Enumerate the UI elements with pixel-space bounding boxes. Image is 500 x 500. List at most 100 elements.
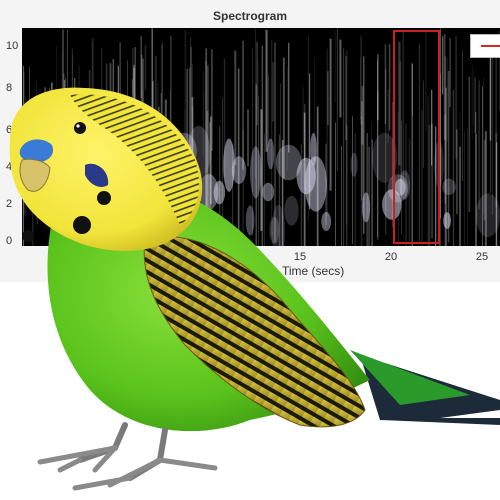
spectrogram-streak — [360, 101, 363, 201]
spectrogram-streak — [247, 109, 249, 167]
spectrogram-energy-blob — [296, 157, 316, 195]
cere — [19, 139, 54, 163]
spectrogram-streak — [377, 60, 378, 237]
y-tick-10: 10 — [6, 40, 19, 52]
spectrogram-energy-blob — [271, 204, 286, 246]
spectrogram-streak — [431, 123, 433, 239]
spectrogram-streak — [452, 89, 455, 246]
spectrogram-streak — [399, 61, 402, 206]
spectrogram-streak — [336, 28, 338, 172]
spectrogram-streak — [234, 50, 237, 166]
spectrogram-streak — [431, 89, 433, 166]
spectrogram-streak — [401, 120, 402, 234]
spectrogram-streak — [140, 36, 142, 99]
spectrogram-streak — [288, 42, 290, 153]
wing — [143, 236, 366, 428]
spectrogram-streak — [280, 83, 281, 152]
spectrogram-energy-blob — [475, 193, 500, 238]
spectrogram-streak — [258, 95, 259, 246]
spectrogram-streak — [377, 54, 379, 121]
spectrogram-streak — [282, 57, 285, 179]
spectrogram-streak — [425, 30, 427, 131]
spectrogram-streak — [475, 134, 477, 246]
x-tick-25: 25 — [475, 251, 489, 263]
spectrogram-energy-blob — [399, 170, 411, 200]
spectrogram-streak — [468, 76, 471, 213]
spectrogram-streak — [278, 134, 281, 246]
spectrogram-energy-blob — [267, 138, 275, 170]
spectrogram-streak — [223, 58, 226, 178]
spectrogram-streak — [287, 66, 288, 171]
spectrogram-streak — [462, 50, 463, 182]
y-tick-8: 8 — [6, 82, 13, 94]
spectrogram-streak — [274, 42, 276, 243]
spectrogram-streak — [265, 29, 268, 152]
spectrogram-streak — [377, 91, 379, 240]
y-tick-0: 0 — [6, 235, 13, 247]
spectrogram-energy-blob — [213, 180, 226, 205]
spectrogram-streak — [483, 78, 485, 215]
spectrogram-streak — [495, 132, 497, 246]
spectrogram-streak — [422, 80, 424, 168]
spectrogram-streak — [335, 122, 336, 246]
spectrogram-streak — [397, 112, 399, 246]
spectrogram-streak — [254, 28, 257, 179]
spectrogram-energy-blob — [442, 178, 456, 195]
spectrogram-streak — [445, 87, 447, 246]
x-tick-20: 20 — [384, 251, 398, 263]
spectrogram-streak — [302, 87, 304, 144]
y-tick-4: 4 — [6, 161, 13, 173]
spectrogram-energy-blob — [250, 146, 262, 199]
spectrogram-streak — [418, 44, 421, 243]
spectrogram-streak — [368, 146, 370, 246]
spectrogram-streak — [117, 65, 119, 110]
spectrogram-streak — [456, 129, 458, 215]
spectrogram-streak — [309, 101, 310, 166]
spectrogram-streak — [170, 35, 172, 188]
spectrogram-streak — [408, 138, 411, 246]
spectrogram-streak — [119, 42, 121, 138]
spectrogram-streak — [202, 71, 204, 156]
spectrogram-streak — [467, 128, 468, 246]
spectrogram-streak — [446, 57, 448, 142]
spectrogram-energy-blob — [321, 212, 332, 231]
spectrogram-streak — [300, 144, 303, 246]
spectrogram-energy-blob — [275, 144, 302, 181]
spectrogram-streak — [207, 65, 209, 246]
spectrogram-streak — [427, 96, 430, 246]
spectrogram-streak — [387, 89, 389, 143]
spectrogram-streak — [388, 44, 391, 131]
spectrogram-streak — [255, 84, 257, 246]
spectrogram-streak — [447, 70, 450, 243]
spectrogram-streak — [334, 30, 336, 103]
spectrogram-streak — [472, 70, 474, 125]
spectrogram-streak — [385, 69, 387, 235]
spectrogram-streak — [478, 80, 480, 209]
spectrogram-energy-blob — [387, 174, 409, 203]
spectrogram-streak — [260, 109, 263, 231]
spectrogram-streak — [144, 45, 147, 90]
spectrogram-streak — [352, 116, 353, 244]
spectrogram-streak — [219, 126, 221, 246]
spectrogram-streak — [314, 58, 315, 183]
spectrogram-title: Spectrogram — [212, 9, 288, 23]
spectrogram-energy-blob — [361, 192, 371, 223]
spectrogram-streak — [463, 131, 466, 246]
spectrogram-streak — [345, 56, 347, 141]
x-axis-label: Time (secs) — [282, 264, 345, 278]
spectrogram-streak — [443, 34, 446, 140]
spectrogram-streak — [309, 73, 311, 210]
spectrogram-streak — [371, 120, 372, 246]
spectrogram-streak — [428, 124, 431, 246]
spectrogram-streak — [131, 48, 134, 95]
spectrogram-streak — [412, 64, 413, 116]
spectrogram-streak — [242, 40, 244, 170]
legend-line-swatch — [481, 45, 500, 47]
spectrogram-streak — [151, 28, 153, 109]
spectrogram-streak — [211, 49, 213, 151]
spectrogram-streak — [354, 133, 356, 246]
spectrogram-energy-blob — [304, 156, 327, 212]
spectrogram-streak — [459, 113, 461, 246]
spectrogram-streak — [346, 124, 348, 246]
